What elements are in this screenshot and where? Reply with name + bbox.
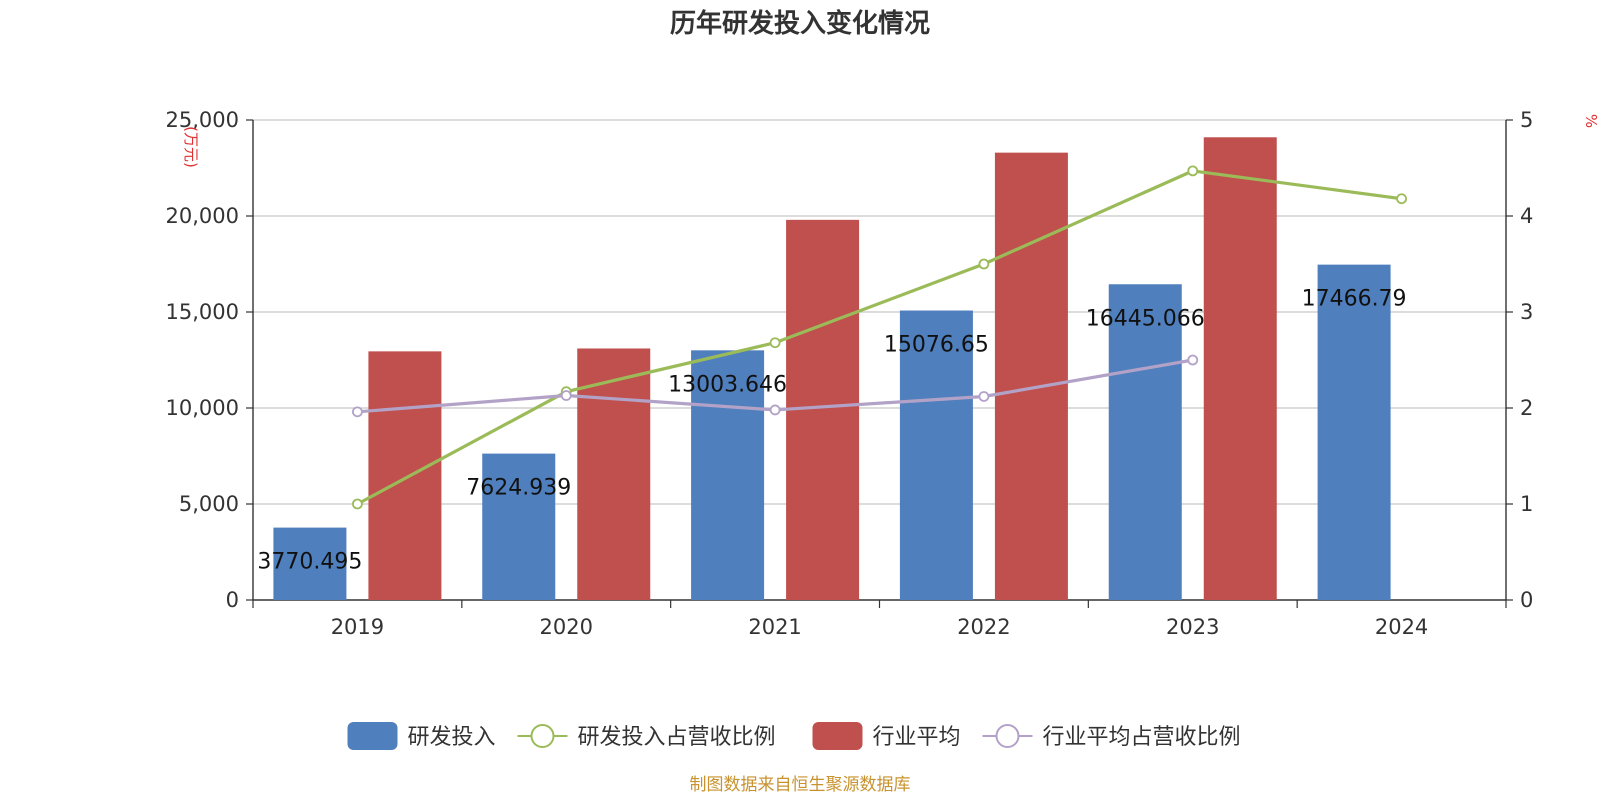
bar-data-label: 3770.495 xyxy=(257,550,362,575)
legend-marker xyxy=(995,724,1020,748)
legend-label: 研发投入占营收比例 xyxy=(578,725,776,750)
lines xyxy=(352,165,1407,510)
grid-lines xyxy=(253,119,1506,505)
x-tick-label: 2021 xyxy=(748,615,801,639)
source-note: 制图数据来自恒生聚源数据库 xyxy=(690,775,911,795)
line-point xyxy=(352,406,363,418)
line-point xyxy=(978,391,990,402)
legend-item-1[interactable]: 研发投入占营收比例 xyxy=(517,724,776,750)
bar-data-label: 13003.646 xyxy=(668,372,787,397)
right-tick-label: 2 xyxy=(1520,396,1533,420)
bar-rd xyxy=(691,350,765,600)
line-point xyxy=(769,337,781,349)
line-point xyxy=(352,498,363,510)
bar-data-label: 7624.939 xyxy=(466,476,571,501)
legend[interactable]: 研发投入 研发投入占营收比例 行业平均 行业平均占营收比例 xyxy=(347,722,1241,750)
axes: 0 5,000 10,000 15,000 20,000 25,000 0 1 2 3 4 5 2019… xyxy=(166,108,1534,639)
right-tick-label: 3 xyxy=(1520,300,1533,324)
chart-title: 历年研发投入变化情况 xyxy=(670,8,930,39)
left-axis-unit: (万元) xyxy=(182,126,200,168)
right-tick-label: 0 xyxy=(1520,588,1533,612)
bar-data-label: 15076.65 xyxy=(884,333,989,358)
bar-industry xyxy=(577,348,651,600)
left-tick-label: 20,000 xyxy=(166,204,239,228)
right-tick-label: 5 xyxy=(1520,108,1533,132)
x-tick-label: 2023 xyxy=(1166,615,1219,639)
bars xyxy=(273,137,1391,600)
legend-swatch xyxy=(347,722,398,750)
legend-swatch xyxy=(812,722,863,750)
bar-rd xyxy=(1108,284,1182,600)
bar-data-label: 16445.066 xyxy=(1086,306,1205,331)
right-tick-label: 1 xyxy=(1520,492,1533,516)
x-tick-label: 2020 xyxy=(540,615,593,639)
left-tick-label: 10,000 xyxy=(166,396,239,420)
legend-item-0[interactable]: 研发投入 xyxy=(347,722,496,750)
bar-rd xyxy=(482,453,556,600)
left-tick-label: 0 xyxy=(226,588,239,612)
bar-data-label: 17466.79 xyxy=(1302,287,1407,312)
legend-item-2[interactable]: 行业平均 xyxy=(812,722,961,750)
left-tick-label: 15,000 xyxy=(166,300,239,324)
bar-industry xyxy=(994,152,1068,600)
legend-label: 行业平均占营收比例 xyxy=(1043,725,1241,750)
x-tick-label: 2019 xyxy=(331,615,384,639)
left-tick-label: 5,000 xyxy=(179,492,239,516)
x-tick-label: 2022 xyxy=(957,615,1010,639)
data-labels: 3770.495 7624.939 13003.646 15076.65 16445.0… xyxy=(257,287,1406,575)
x-tick-label: 2024 xyxy=(1375,615,1428,639)
bar-rd xyxy=(273,527,347,600)
line-point xyxy=(978,258,990,270)
right-axis-unit: % xyxy=(1582,114,1600,128)
legend-label: 行业平均 xyxy=(873,725,961,750)
right-tick-label: 4 xyxy=(1520,204,1533,228)
bar-rd xyxy=(1317,264,1391,600)
legend-item-3[interactable]: 行业平均占营收比例 xyxy=(982,724,1241,750)
line-series-0 xyxy=(356,169,1402,506)
line-point xyxy=(1187,354,1199,366)
line-point xyxy=(560,390,572,401)
bar-rd xyxy=(899,310,973,600)
bar-industry xyxy=(1203,137,1277,600)
left-tick-label: 25,000 xyxy=(166,108,239,132)
legend-label: 研发投入 xyxy=(408,725,496,750)
line-point xyxy=(769,404,781,416)
line-point xyxy=(1187,165,1199,177)
legend-marker xyxy=(530,724,555,748)
bar-industry xyxy=(368,351,442,600)
line-point xyxy=(1396,193,1407,205)
